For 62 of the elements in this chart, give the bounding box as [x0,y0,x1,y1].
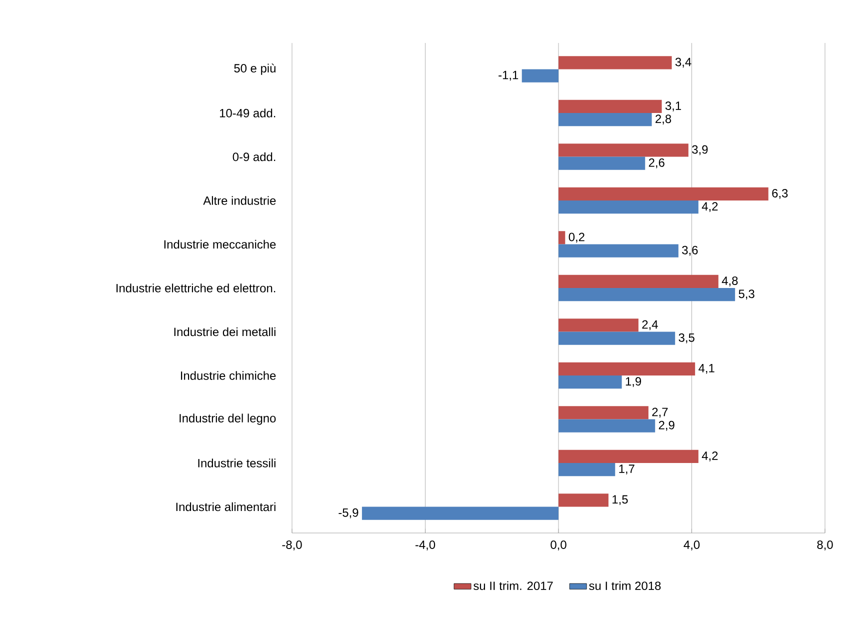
x-tick-label: 8,0 [817,540,833,550]
bar [558,144,688,157]
data-label: 4,1 [698,364,714,374]
bar [558,450,698,463]
y-tick-label: 10-49 add. [220,108,276,118]
bar [522,69,559,82]
data-label: 4,2 [702,451,718,462]
data-label: -1,1 [498,70,518,81]
y-tick-label: Industrie tessili [198,458,276,468]
bar [558,274,718,288]
data-label: 3,5 [678,333,694,344]
data-label: 0,2 [568,232,584,243]
y-tick-label: Industrie chimiche [181,371,276,380]
data-label: 2,7 [652,408,668,418]
bar [558,200,698,214]
bar [558,100,662,113]
data-label: 3,6 [682,246,698,256]
data-label: 1,5 [612,495,628,506]
bar [558,462,616,476]
x-tick-label: 4,0 [684,540,700,550]
x-tick-label: 0,0 [550,540,566,550]
data-label: 4,8 [722,276,738,286]
data-label: 2,4 [642,320,658,330]
y-tick-label: 0-9 add. [232,152,276,162]
data-label: 2,6 [648,158,664,168]
data-label: 3,1 [665,101,681,112]
bar [558,419,656,432]
y-tick-label: Altre industrie [203,196,276,205]
y-tick-label: Industrie alimentari [176,502,276,512]
x-tick-label: -8,0 [282,540,302,550]
y-tick-label: Industrie del legno [180,414,276,425]
bar [558,156,646,170]
bar [558,375,622,389]
x-tick-label: -4,0 [415,540,436,550]
bar [558,187,768,200]
data-label: -5,9 [338,508,358,518]
y-tick-label: Industrie dei metalli [174,327,276,336]
data-label: 5,3 [738,290,754,300]
data-label: 1,7 [619,464,634,474]
data-label: 1,9 [626,377,642,387]
data-label: 2,9 [658,420,674,431]
data-label: 3,4 [675,58,692,68]
y-tick-label: 50 e più [234,64,276,75]
data-label: 2,8 [656,114,672,124]
legend-label: su II trim. 2017 [474,581,553,590]
bar [558,494,608,507]
bar [558,318,638,332]
data-label: 3,9 [692,145,708,156]
data-label: 4,2 [702,202,718,212]
bar [558,332,676,345]
legend-label: su I trim 2018 [589,581,661,590]
bar [558,112,652,126]
y-tick-label: Industrie elettriche ed elettron. [116,284,276,292]
bar [558,406,648,420]
bar [558,56,672,70]
bar [558,244,678,258]
bar [558,362,696,376]
bar [558,231,566,244]
y-tick-label: Industrie meccaniche [164,240,276,249]
bar [362,506,559,520]
bar [558,288,736,302]
data-label: 6,3 [772,188,788,199]
